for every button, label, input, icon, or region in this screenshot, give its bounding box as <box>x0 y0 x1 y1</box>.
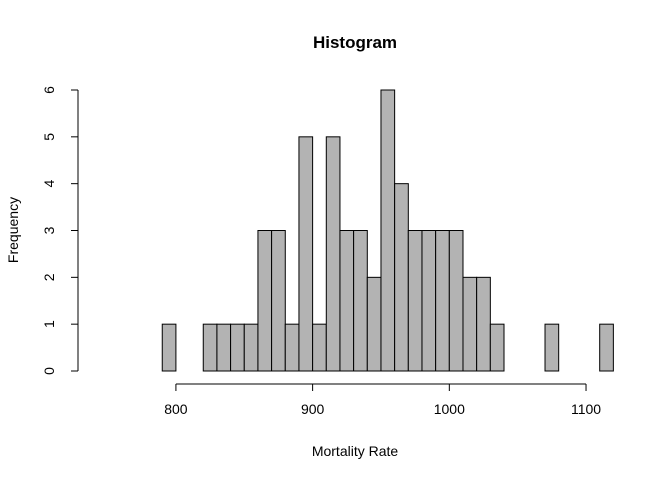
histogram-bar <box>462 276 478 372</box>
histogram-bar <box>202 323 218 372</box>
histogram-bar <box>325 136 341 372</box>
histogram-bar <box>298 136 314 372</box>
histogram-bar <box>544 323 560 372</box>
y-tick-label: 1 <box>41 320 57 328</box>
histogram-bar <box>448 230 464 372</box>
y-tick-label: 5 <box>41 133 57 141</box>
y-tick-label: 4 <box>41 180 57 188</box>
histogram-bar <box>353 230 368 372</box>
y-tick-label: 0 <box>41 367 57 375</box>
x-tick-label: 1100 <box>571 401 601 417</box>
histogram-bar <box>230 323 245 372</box>
y-axis-label: Frequency <box>5 197 21 263</box>
histogram-bar <box>394 183 409 372</box>
histogram-bar <box>339 230 355 372</box>
histogram-bar <box>312 323 327 372</box>
histogram-bar <box>243 323 259 372</box>
y-axis: 0 1 2 3 4 5 6 <box>41 86 79 375</box>
histogram-bar <box>489 323 505 372</box>
histogram-bar <box>257 230 273 372</box>
y-tick-label: 3 <box>41 226 57 234</box>
histogram-bar <box>421 230 437 372</box>
histogram-bar <box>599 323 614 372</box>
histogram-bar <box>216 323 232 372</box>
histogram-bar <box>366 276 382 372</box>
x-tick-label: 900 <box>301 401 325 417</box>
histogram-bar <box>380 89 396 372</box>
histogram-bar <box>284 323 300 372</box>
y-tick-label: 2 <box>41 273 57 281</box>
x-tick-label: 1000 <box>434 401 465 417</box>
y-tick-label: 6 <box>41 86 57 94</box>
histogram-bar <box>271 230 286 372</box>
histogram-bar <box>161 323 177 372</box>
histogram-bar <box>435 230 450 372</box>
histogram-bar <box>476 276 491 372</box>
x-axis: 800 900 1000 1100 <box>164 383 601 417</box>
bars-group <box>161 89 614 372</box>
chart-title: Histogram <box>313 33 397 52</box>
x-tick-label: 800 <box>164 401 188 417</box>
histogram-bar <box>407 230 423 372</box>
x-axis-label: Mortality Rate <box>312 443 399 459</box>
